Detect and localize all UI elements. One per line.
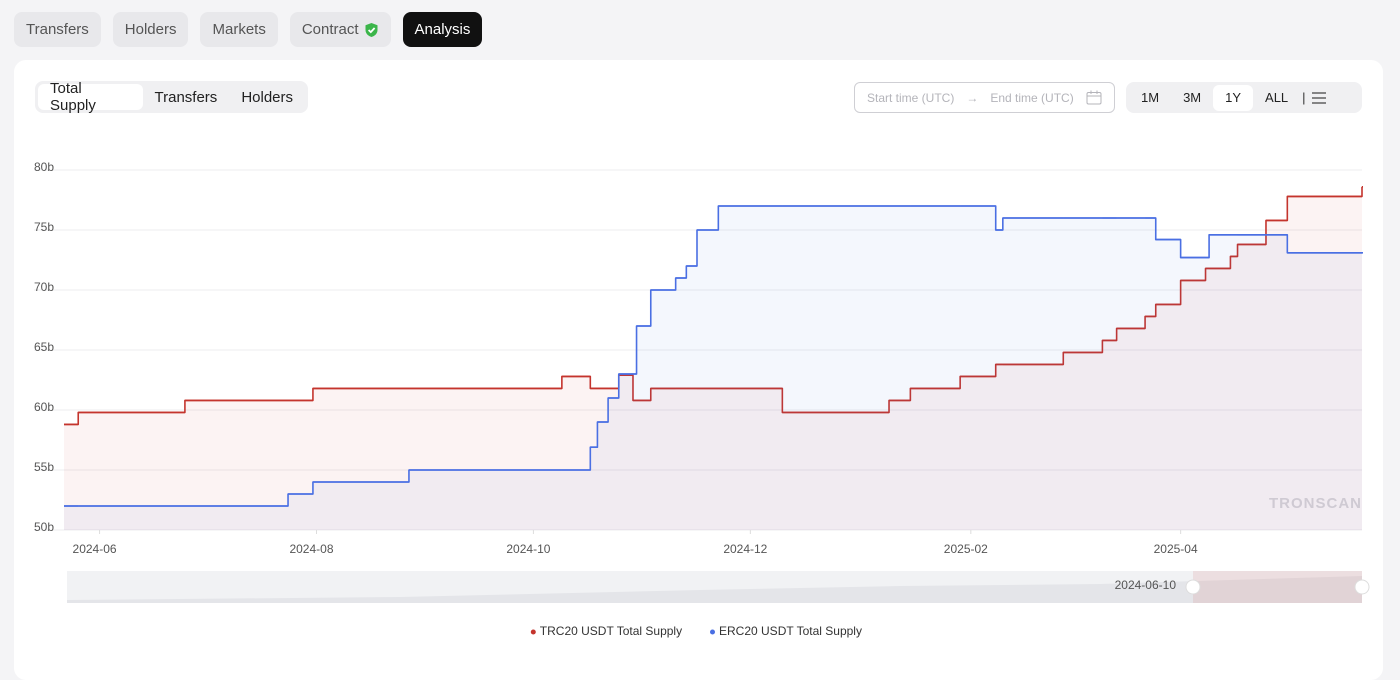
legend-marker <box>710 629 715 635</box>
x-tick-label: 2025-04 <box>1154 542 1198 556</box>
slider-handle[interactable] <box>1354 579 1370 595</box>
tab[interactable]: Holders <box>112 12 189 47</box>
verified-icon <box>365 22 378 37</box>
legend-marker <box>530 629 536 635</box>
start-placeholder: Start time (UTC) <box>867 90 955 105</box>
y-tick-label: 60b <box>34 400 54 414</box>
slider-window <box>1193 571 1362 603</box>
x-tick-label: 2025-02 <box>944 542 988 556</box>
tab[interactable]: Contract <box>289 12 391 47</box>
slider-preview <box>67 576 1362 603</box>
range-button[interactable]: 1Y <box>1213 84 1254 111</box>
watermark: TRONSCAN <box>1269 495 1362 512</box>
legend-label: TRC20 USDT Total Supply <box>540 624 682 638</box>
y-tick-label: 50b <box>34 520 54 534</box>
y-tick-label: 55b <box>34 460 54 474</box>
y-tick-label: 80b <box>34 160 54 174</box>
y-tick-label: 65b <box>34 340 54 354</box>
x-tick-label: 2024-06 <box>73 542 117 556</box>
chart: TRONSCAN 50b 55b 60b 65b 70b 75b 80b 2024-06 202… <box>34 160 1370 638</box>
zoom-slider <box>67 571 1370 603</box>
arrow-icon: → <box>966 90 979 105</box>
legend-label: ERC20 USDT Total Supply <box>719 624 862 638</box>
top-tabs: Transfers Holders Markets Contract Analy… <box>14 12 483 47</box>
subtab[interactable]: Holders <box>241 88 293 106</box>
area-fill <box>64 186 1362 531</box>
y-tick-label: 70b <box>34 280 54 294</box>
tab[interactable]: Markets <box>200 12 278 47</box>
subtabs: Total Supply Transfers Holders <box>35 80 308 114</box>
subtab[interactable]: Transfers <box>154 88 218 106</box>
tab[interactable]: Analysis <box>402 12 483 47</box>
range-button[interactable]: 3M <box>1183 90 1202 105</box>
tab[interactable]: Transfers <box>14 12 101 47</box>
zoom-label: 2024-06-10 <box>1115 578 1177 592</box>
subtab[interactable]: Total Supply <box>38 80 143 114</box>
range-buttons: 1M 3M 1Y ALL | <box>1126 82 1362 113</box>
x-tick-label: 2024-12 <box>723 542 767 556</box>
date-range[interactable]: Start time (UTC) → End time (UTC) <box>854 82 1115 113</box>
menu-icon[interactable] <box>1311 91 1326 104</box>
range-button[interactable]: ALL <box>1265 90 1289 105</box>
x-tick-label: 2024-10 <box>506 542 550 556</box>
area-fill <box>64 206 1362 530</box>
y-tick-label: 75b <box>34 220 54 234</box>
x-tick-label: 2024-08 <box>289 542 333 556</box>
separator: | <box>1302 90 1306 105</box>
end-placeholder: End time (UTC) <box>990 90 1074 105</box>
range-button[interactable]: 1M <box>1141 90 1160 105</box>
calendar-icon <box>1086 90 1102 105</box>
slider-handle[interactable] <box>1185 579 1201 595</box>
page: Transfers Holders Markets Contract Analy… <box>14 12 1383 680</box>
tab-label: Contract <box>301 21 359 38</box>
